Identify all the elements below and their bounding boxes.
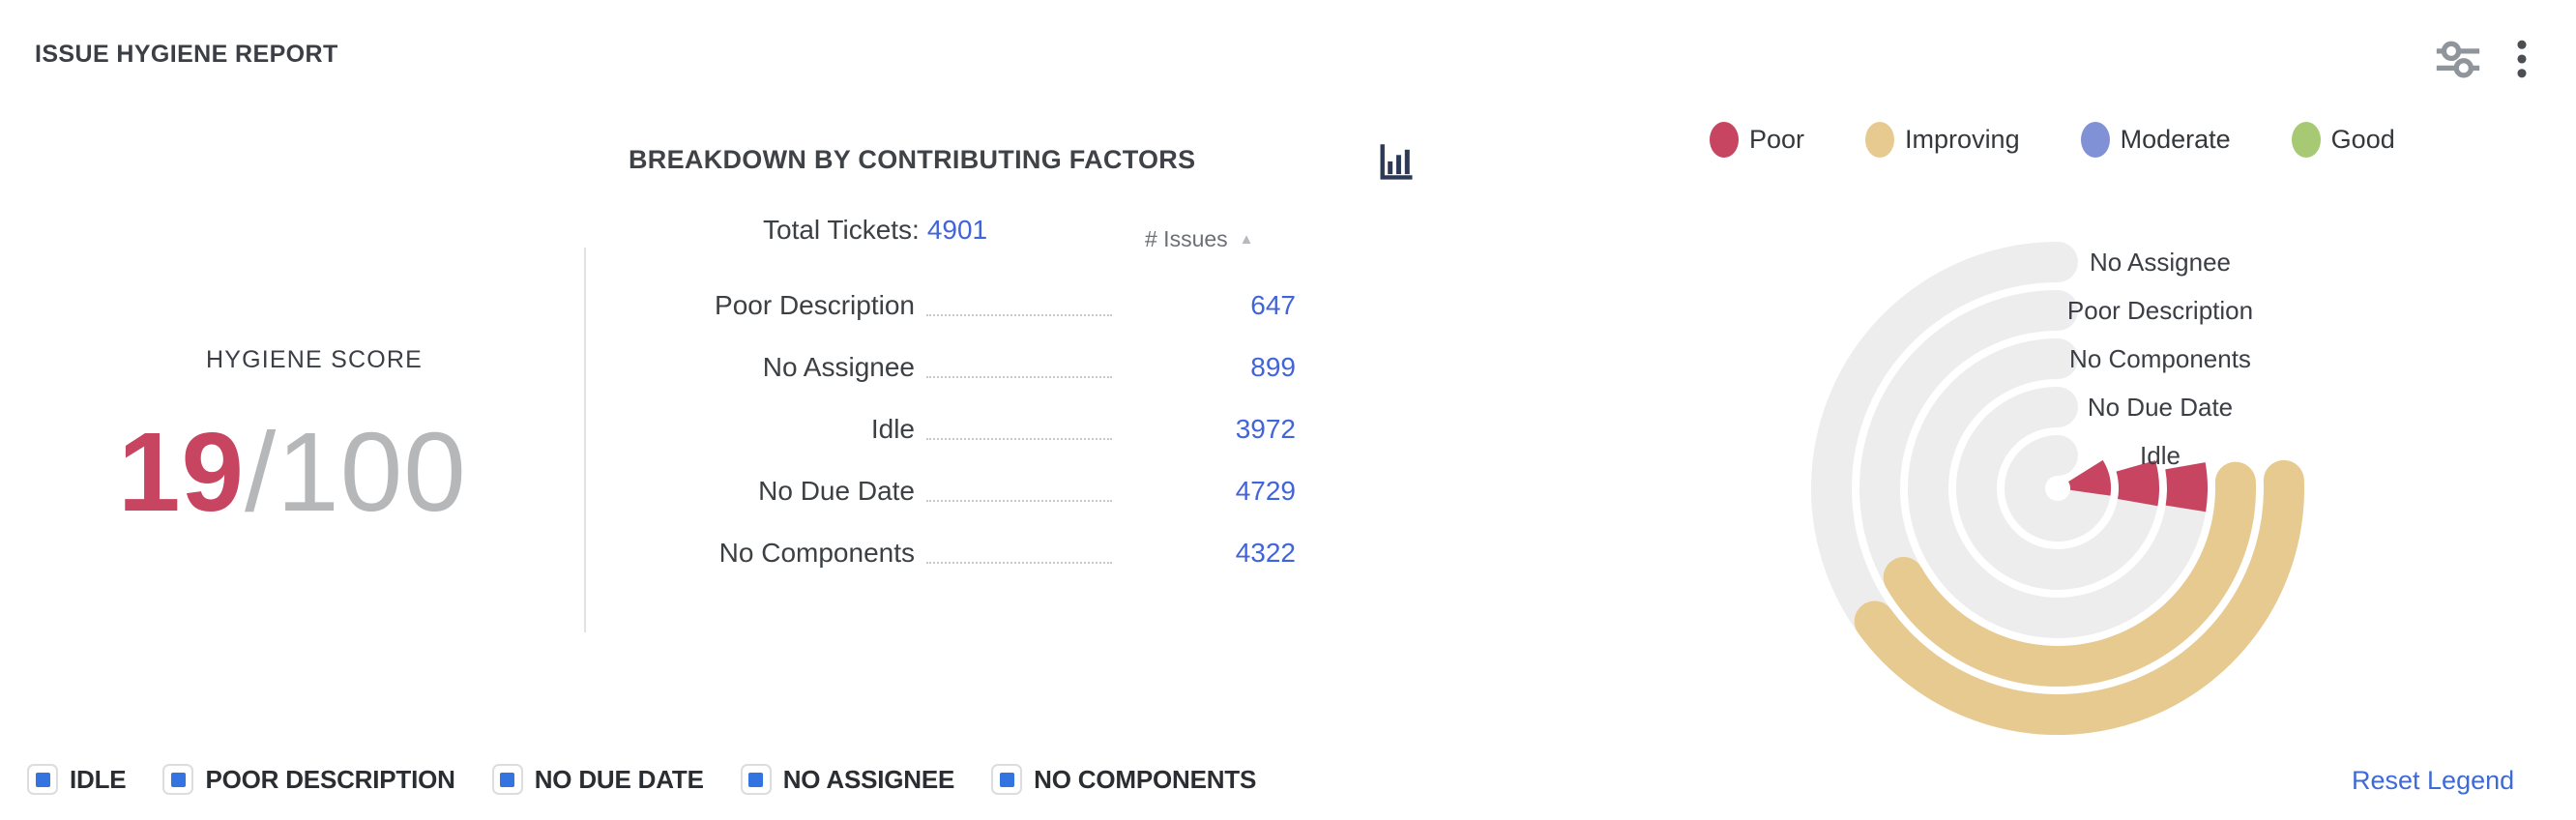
dotted-leader [926, 312, 1112, 316]
bar-chart-icon [1380, 144, 1413, 180]
checkbox-icon [991, 764, 1023, 795]
moderate-dot-icon [2080, 122, 2110, 158]
ring-track-cap-idle [2037, 435, 2078, 476]
status-legend-item-good: Good [2291, 122, 2395, 158]
legend-toggle-no-due-date[interactable]: NO DUE DATE [491, 764, 704, 795]
legend-toggle-label: POOR DESCRIPTION [205, 764, 455, 794]
ring-label-idle: Idle [2140, 441, 2181, 470]
hygiene-score-separator: / [245, 409, 278, 535]
checkbox-icon [740, 764, 772, 795]
factor-label: No Assignee [762, 352, 915, 382]
hygiene-score: 19/100 [118, 416, 467, 528]
status-legend: Poor Improving Moderate Good [1710, 122, 2395, 158]
table-row-idle: Idle 3972 [619, 398, 1296, 460]
vertical-divider [584, 248, 586, 632]
tune-filter-button[interactable] [2433, 39, 2483, 79]
legend-toggle-label: IDLE [70, 764, 127, 794]
factor-issue-count[interactable]: 647 [1250, 290, 1296, 320]
ring-label-no-due-date: No Due Date [2088, 393, 2233, 422]
breakdown-title: BREAKDOWN BY CONTRIBUTING FACTORS [629, 145, 1196, 174]
checkbox-fill [170, 772, 186, 787]
ring-track-no-due-date [1956, 387, 2159, 590]
factor-label: No Components [718, 538, 915, 568]
status-legend-item-improving: Improving [1865, 122, 2020, 158]
factor-label: Poor Description [715, 290, 915, 320]
table-row-no-assignee: No Assignee 899 [619, 337, 1296, 398]
legend-toggle-no-assignee[interactable]: NO ASSIGNEE [740, 764, 955, 795]
dotted-leader [926, 498, 1112, 502]
factor-issue-count[interactable]: 4322 [1235, 538, 1296, 568]
factor-issue-count[interactable]: 899 [1250, 352, 1296, 382]
tune-filter-icon [2436, 41, 2480, 78]
total-tickets: Total Tickets: 4901 [763, 215, 987, 246]
hygiene-score-value: 19 [118, 409, 246, 535]
status-legend-label: Good [2330, 125, 2395, 154]
legend-toggle-idle[interactable]: IDLE [27, 764, 127, 795]
factor-issue-count[interactable]: 4729 [1235, 476, 1296, 506]
ring-label-poor-description: Poor Description [2067, 296, 2253, 325]
checkbox-fill [35, 772, 50, 787]
hygiene-score-label: HYGIENE SCORE [206, 346, 423, 373]
reset-legend-link[interactable]: Reset Legend [2352, 766, 2515, 795]
checkbox-icon [27, 764, 58, 795]
ring-track-idle [2005, 435, 2111, 542]
dotted-leader [926, 436, 1112, 440]
ring-track-cap-no-components [2037, 338, 2078, 379]
factor-issue-count[interactable]: 3972 [1235, 414, 1296, 444]
series-legend: IDLE POOR DESCRIPTION NO DUE DATE NO ASSIGN… [27, 764, 1256, 795]
issues-column-header[interactable]: # Issues ▲ [1145, 226, 1254, 252]
checkbox-fill [748, 772, 764, 787]
chart-view-toggle-button[interactable] [1377, 141, 1416, 184]
legend-toggle-label: NO ASSIGNEE [782, 764, 955, 794]
dotted-leader [926, 374, 1112, 378]
ring-track-no-components [1908, 338, 2208, 638]
improving-dot-icon [1865, 122, 1895, 158]
factor-label: No Due Date [758, 476, 915, 506]
factor-label: Idle [870, 414, 915, 444]
status-legend-label: Poor [1749, 125, 1805, 154]
ring-bar-no-assignee[interactable] [1854, 459, 2304, 735]
ring-track-cap-poor-description [2037, 290, 2078, 331]
good-dot-icon [2291, 122, 2321, 158]
issues-column-label: # Issues [1145, 226, 1228, 251]
table-row-no-due-date: No Due Date 4729 [619, 460, 1296, 522]
legend-toggle-poor-description[interactable]: POOR DESCRIPTION [162, 764, 455, 795]
sort-ascending-icon[interactable]: ▲ [1239, 231, 1254, 248]
status-legend-label: Moderate [2120, 125, 2231, 154]
legend-toggle-label: NO DUE DATE [534, 764, 704, 794]
contributing-factors-table: Poor Description 647 No Assignee 899 Idle 397… [619, 275, 1296, 584]
poor-dot-icon [1710, 122, 1739, 158]
checkbox-fill [500, 772, 515, 787]
ring-track-cap-no-assignee [2037, 242, 2078, 282]
total-tickets-label: Total Tickets: [763, 215, 920, 245]
hygiene-score-max: 100 [277, 409, 467, 535]
ring-bar-no-components[interactable] [2165, 462, 2208, 512]
ring-track-cap-no-due-date [2037, 387, 2078, 427]
checkbox-icon [162, 764, 194, 795]
ring-label-no-components: No Components [2069, 344, 2251, 373]
status-legend-item-moderate: Moderate [2080, 122, 2231, 158]
status-legend-item-poor: Poor [1710, 122, 1804, 158]
checkbox-icon [491, 764, 523, 795]
table-row-poor-description: Poor Description 647 [619, 275, 1296, 337]
radial-bar-chart: No Assignee Poor Description No Components… [1811, 242, 2304, 735]
total-tickets-value[interactable]: 4901 [926, 215, 988, 245]
page-title: ISSUE HYGIENE REPORT [35, 41, 338, 68]
legend-toggle-no-components[interactable]: NO COMPONENTS [991, 764, 1256, 795]
ring-bar-no-due-date[interactable] [2116, 460, 2159, 507]
ring-bar-idle[interactable] [2067, 459, 2111, 496]
kebab-menu-icon [2517, 40, 2527, 78]
table-row-no-components: No Components 4322 [619, 522, 1296, 584]
status-legend-label: Improving [1905, 125, 2020, 154]
ring-label-no-assignee: No Assignee [2090, 248, 2231, 277]
more-options-button[interactable] [2504, 35, 2539, 83]
dotted-leader [926, 560, 1112, 564]
checkbox-fill [999, 772, 1014, 787]
legend-toggle-label: NO COMPONENTS [1034, 764, 1257, 794]
ring-bar-poor-description[interactable] [1883, 461, 2256, 687]
